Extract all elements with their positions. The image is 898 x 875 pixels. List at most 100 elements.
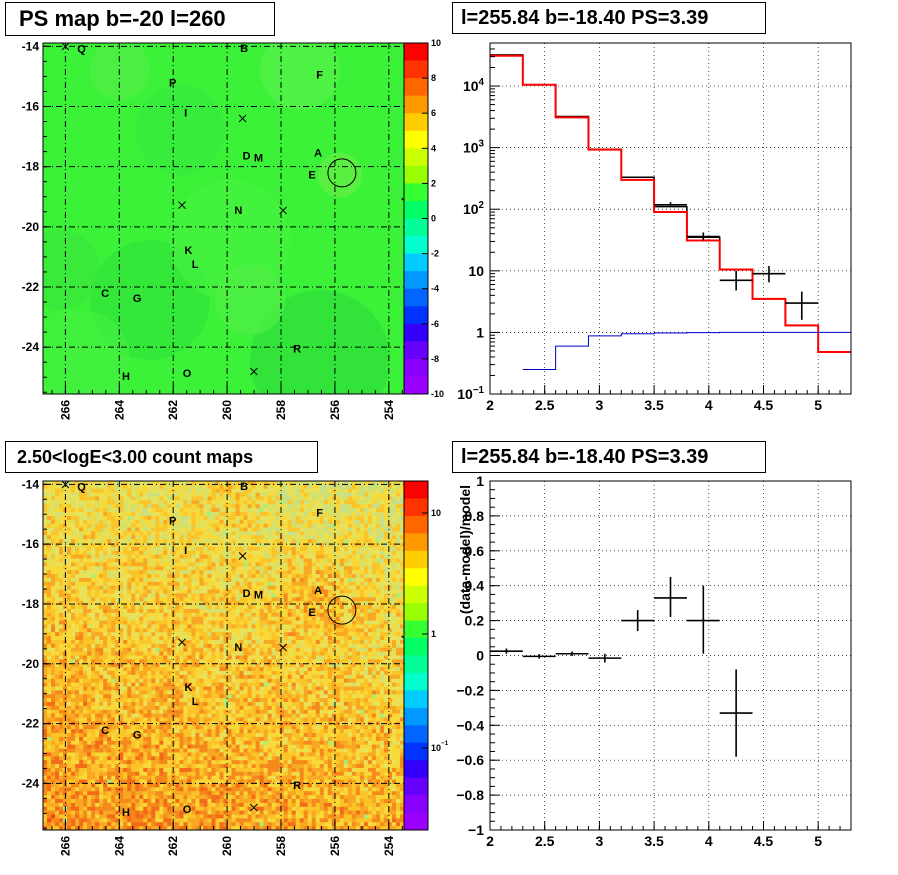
count-map-cell (63, 671, 68, 676)
count-map-cell (207, 531, 212, 536)
ps-map-blob (135, 85, 225, 175)
count-map-cell (135, 659, 140, 664)
count-map-cell (215, 671, 220, 676)
count-map-cell (283, 539, 289, 544)
count-map-cell (171, 589, 176, 594)
count-map-cell (227, 512, 232, 517)
count-map-cell (351, 570, 357, 575)
count-map-cell (351, 624, 357, 629)
count-map-cell (307, 504, 313, 509)
count-map-cell (75, 589, 80, 594)
count-map-cell (103, 512, 108, 517)
count-map-cell (47, 515, 52, 521)
count-map-cell (175, 643, 180, 649)
count-map-cell (155, 655, 160, 660)
count-map-cell (395, 481, 401, 486)
count-map-cell (271, 481, 277, 486)
count-map-cell (179, 597, 184, 602)
count-map-cell (111, 674, 116, 680)
count-map-cell (375, 581, 381, 587)
count-map-cell (283, 601, 289, 606)
count-map-cell (367, 481, 373, 486)
count-map-cell (347, 667, 353, 672)
count-map-cell (351, 643, 357, 649)
count-map-cell (243, 484, 248, 490)
count-map-cell (383, 655, 389, 660)
count-map-cell (175, 504, 180, 509)
count-map-cell (223, 624, 228, 629)
count-map-cell (227, 484, 232, 490)
count-map-cell (339, 643, 345, 649)
count-map-cell (111, 671, 116, 676)
count-map-cell (395, 574, 401, 579)
count-map-cell (179, 585, 184, 590)
count-map-cell (343, 531, 349, 536)
count-map-cell (279, 546, 285, 552)
count-map-cell (263, 620, 269, 625)
count-map-cell (239, 481, 244, 486)
count-map-cell (215, 605, 220, 610)
count-map-cell (231, 663, 236, 668)
count-map-cell (223, 531, 228, 536)
count-map-cell (191, 636, 196, 641)
count-map-cell (367, 612, 373, 618)
count-map-cell (211, 562, 216, 567)
count-map-cell (59, 577, 64, 583)
count-map-cell (343, 543, 349, 548)
count-map-cell (351, 639, 357, 645)
count-map-cell (147, 500, 152, 505)
count-map-cell (263, 546, 269, 552)
count-map-cell (55, 601, 60, 606)
count-map-cell (159, 620, 164, 625)
count-map-cell (207, 577, 212, 583)
count-map-cell (335, 674, 341, 680)
count-map-cell (275, 543, 281, 548)
count-map-cell (219, 682, 224, 687)
count-map-cell (131, 671, 136, 676)
count-map-cell (215, 674, 220, 680)
count-map-cell (259, 597, 265, 602)
count-map-cell (267, 504, 273, 509)
count-map-cell (75, 663, 80, 668)
count-map-cell (79, 577, 84, 583)
count-map-cell (291, 624, 297, 629)
count-map-cell (331, 624, 337, 629)
count-map-cell (103, 488, 108, 494)
count-map-cell (335, 632, 341, 637)
count-map-cell (143, 674, 148, 680)
count-map-cell (63, 554, 68, 559)
count-map-cell (123, 481, 128, 486)
count-map-cell (167, 574, 172, 579)
count-map-cell (159, 597, 164, 602)
count-map-cell (131, 488, 136, 494)
count-map-cell (155, 562, 160, 567)
count-map-cell (235, 632, 240, 637)
count-map-cell (367, 496, 373, 501)
count-map-cell (203, 570, 208, 575)
count-map-cell (339, 624, 345, 629)
count-map-cell (275, 682, 281, 687)
count-map-cell (243, 667, 248, 672)
count-map-cell (219, 659, 224, 664)
count-map-cell (219, 515, 224, 521)
count-map-cell (311, 655, 317, 660)
count-map-cell (271, 667, 277, 672)
count-map-cell (167, 612, 172, 618)
count-map-cell (255, 527, 260, 532)
count-map-cell (223, 686, 228, 691)
count-map-cell (375, 496, 381, 501)
count-map-cell (99, 639, 104, 645)
count-map-cell (175, 481, 180, 486)
count-map-cell (223, 535, 228, 540)
count-map-cell (287, 543, 293, 548)
count-map-cell (59, 500, 64, 505)
count-map-cell (299, 608, 305, 614)
count-map-cell (271, 539, 277, 544)
count-map-cell (347, 671, 353, 676)
count-map-cell (83, 597, 88, 602)
count-map-cell (303, 492, 309, 497)
count-map-cell (155, 577, 160, 583)
count-map-cell (367, 558, 373, 563)
count-map-cell (267, 597, 273, 602)
count-map-cell (279, 628, 285, 633)
